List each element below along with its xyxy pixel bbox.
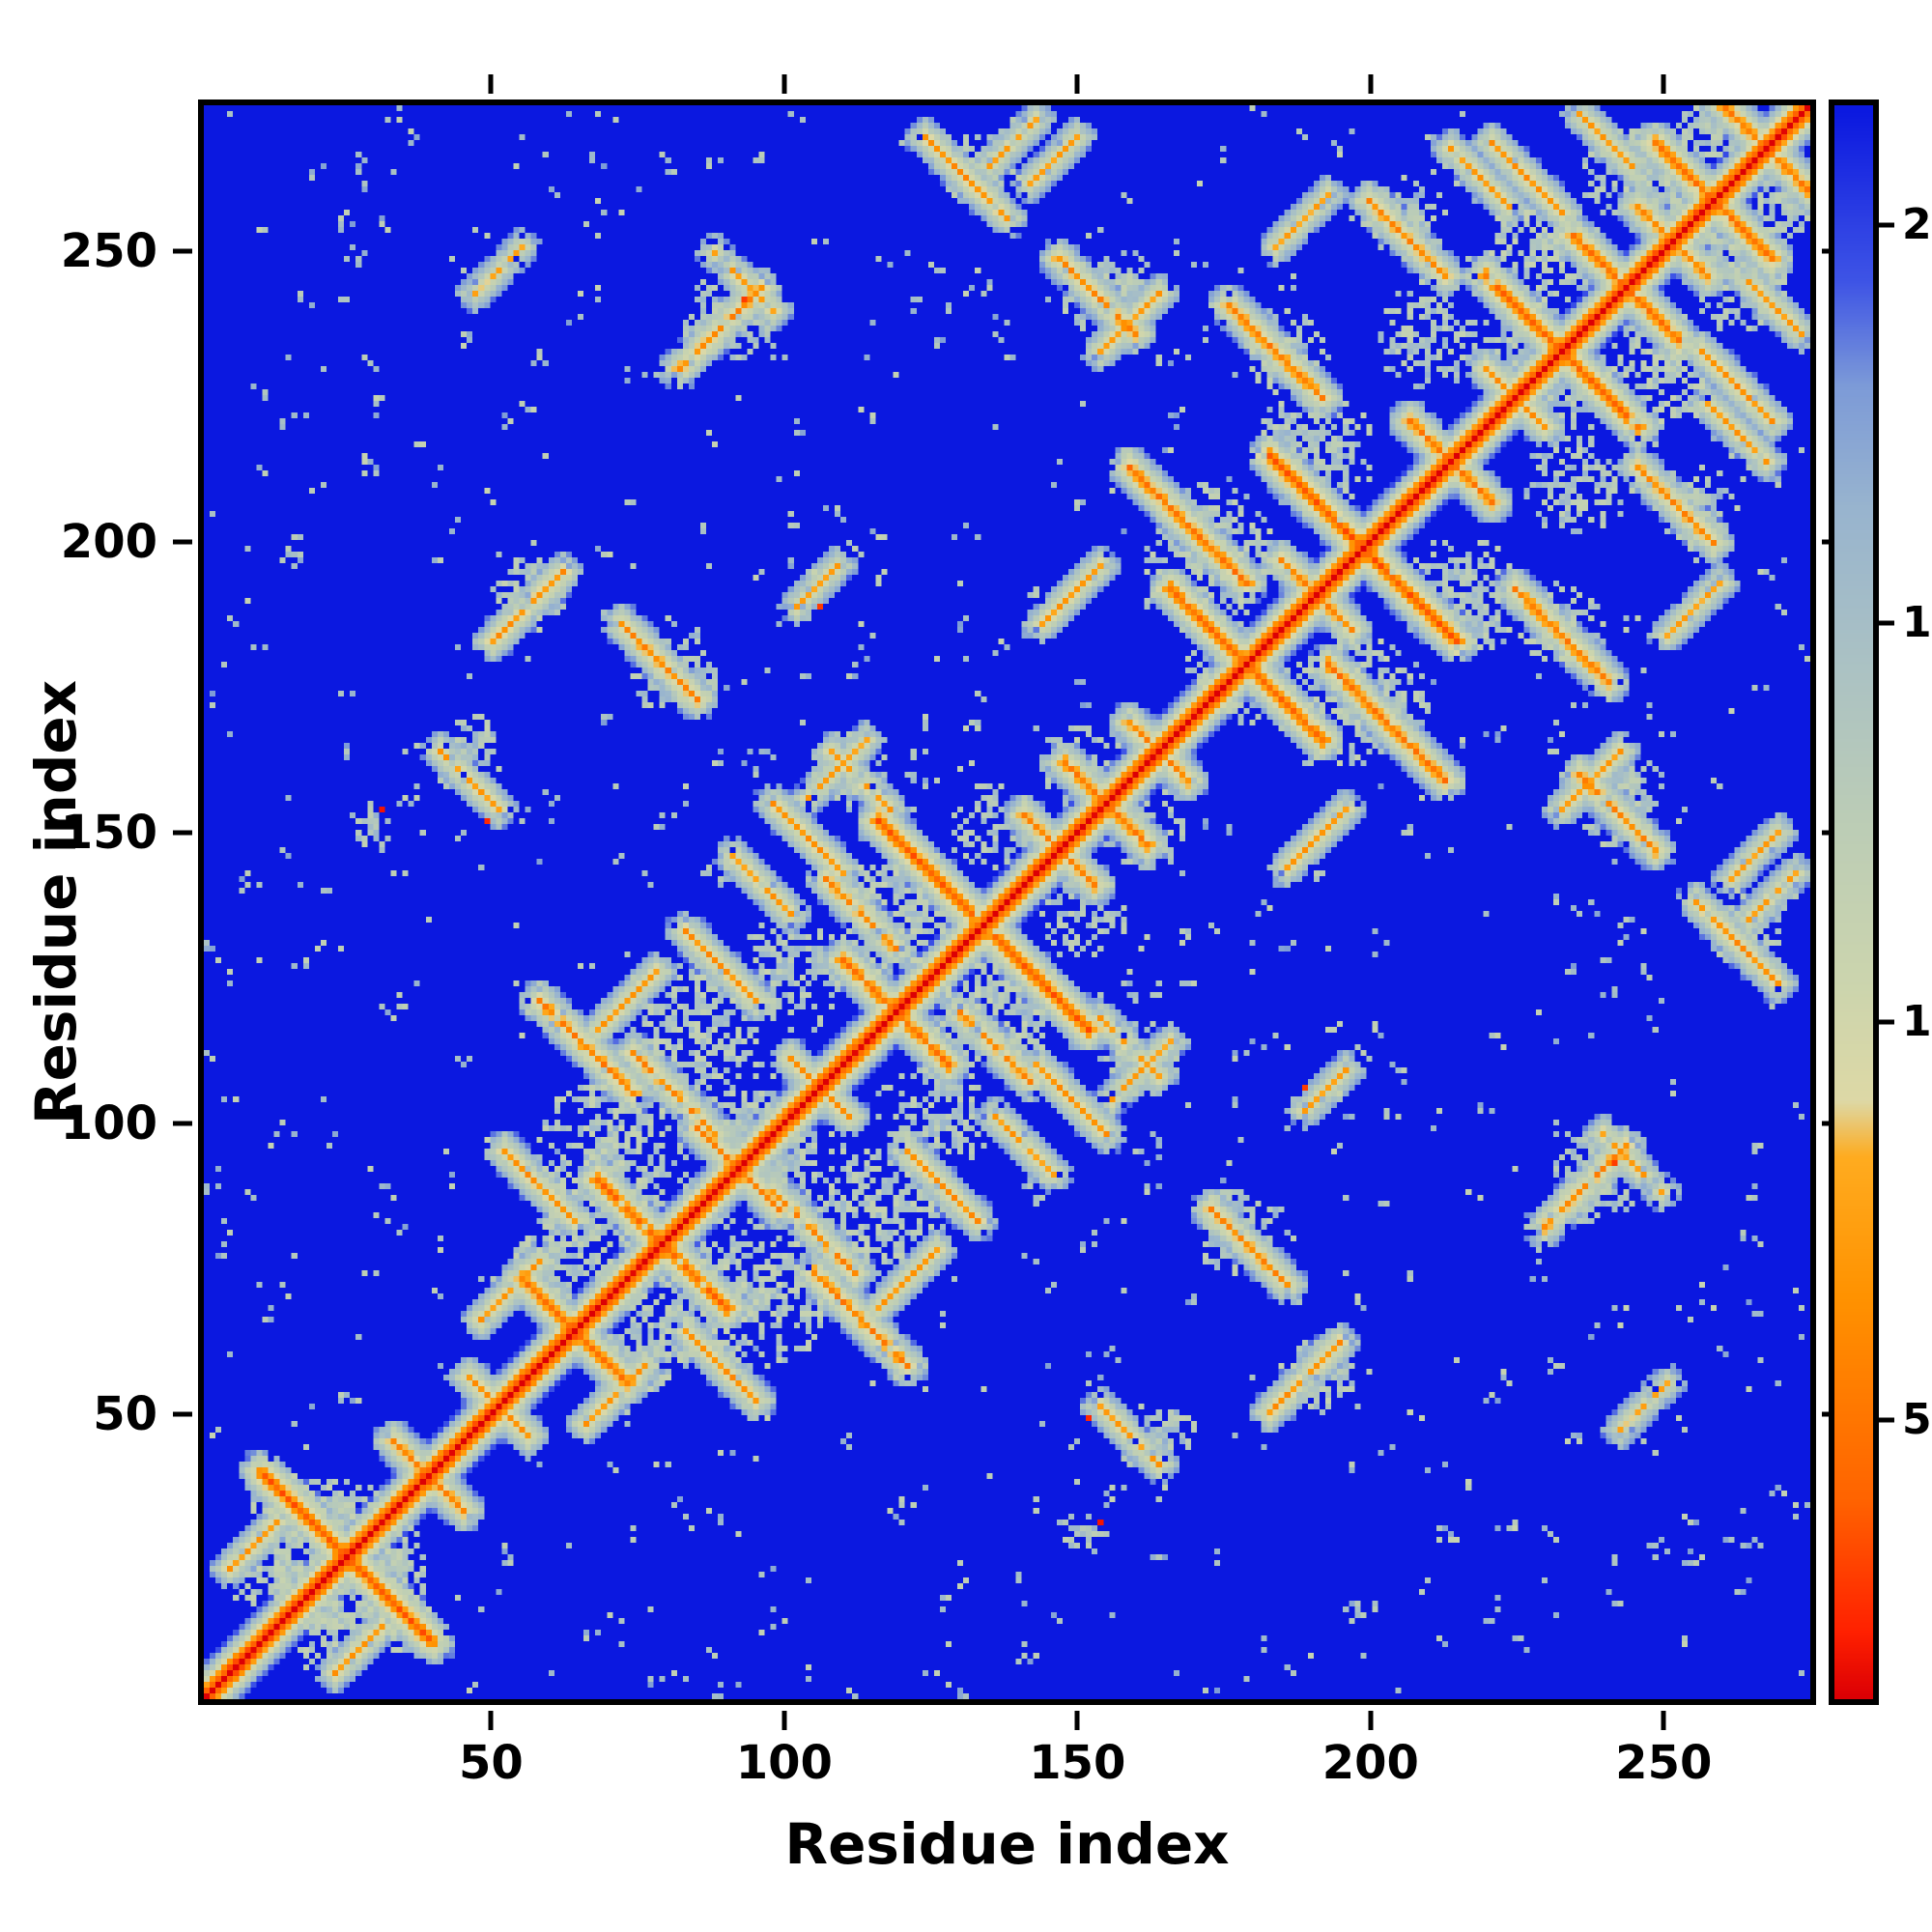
x-tick-mark-top bbox=[1368, 74, 1374, 94]
y-tick-label: 100 bbox=[60, 1095, 157, 1151]
x-tick-mark bbox=[1661, 1711, 1666, 1730]
colorbar-canvas bbox=[1834, 105, 1873, 1699]
colorbar-tick-mark bbox=[1879, 620, 1894, 626]
x-tick-mark-top bbox=[781, 74, 787, 94]
colorbar-tick-mark bbox=[1879, 1019, 1894, 1025]
y-tick-label: 50 bbox=[93, 1386, 157, 1441]
x-axis-label: Residue index bbox=[784, 1811, 1230, 1877]
colorbar-tick-label: 20 bbox=[1902, 199, 1932, 249]
x-tick-mark bbox=[1074, 1711, 1080, 1730]
x-tick-mark bbox=[1368, 1711, 1374, 1730]
y-tick-mark bbox=[173, 1121, 192, 1126]
x-tick-label: 200 bbox=[1321, 1736, 1419, 1790]
x-tick-label: 100 bbox=[735, 1736, 833, 1790]
y-tick-label: 150 bbox=[60, 805, 157, 860]
colorbar-tick-mark bbox=[1879, 1417, 1894, 1423]
colorbar: 5 10 15 20 bbox=[1829, 99, 1932, 1705]
x-tick-label: 150 bbox=[1029, 1736, 1126, 1790]
plot-area: 50 100 150 200 250 50 100 150 200 250 bbox=[61, 74, 1841, 1786]
colorbar-tick-label: 15 bbox=[1902, 598, 1932, 648]
colorbar-tick-label: 5 bbox=[1902, 1395, 1932, 1445]
colorbar-tick-mark bbox=[1879, 222, 1894, 228]
y-tick-mark bbox=[173, 539, 192, 545]
x-tick-mark-top bbox=[1074, 74, 1080, 94]
x-tick-mark-top bbox=[488, 74, 494, 94]
x-tick-label: 50 bbox=[458, 1736, 524, 1790]
y-tick-label: 250 bbox=[60, 223, 157, 278]
x-tick-label: 250 bbox=[1615, 1736, 1713, 1790]
y-tick-mark bbox=[173, 248, 192, 254]
x-tick-mark bbox=[781, 1711, 787, 1730]
y-tick-mark bbox=[173, 830, 192, 836]
x-tick-mark bbox=[488, 1711, 494, 1730]
y-axis-label: Residue index bbox=[23, 679, 89, 1125]
x-tick-mark-top bbox=[1661, 74, 1666, 94]
y-tick-label: 200 bbox=[60, 514, 157, 569]
y-tick-mark bbox=[173, 1411, 192, 1417]
heatmap-canvas bbox=[204, 105, 1810, 1699]
colorbar-tick-label: 10 bbox=[1902, 996, 1932, 1046]
